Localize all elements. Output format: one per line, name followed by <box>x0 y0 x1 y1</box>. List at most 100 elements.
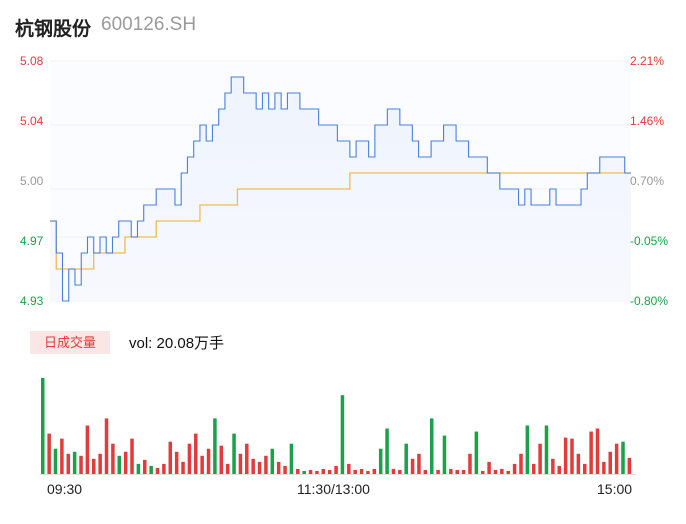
volume-bar <box>327 469 332 474</box>
volume-bar <box>608 451 612 474</box>
volume-bar <box>353 469 357 474</box>
volume-bar <box>417 453 421 474</box>
volume-bar <box>398 469 402 474</box>
price-line <box>50 76 631 302</box>
volume-bar <box>551 458 555 474</box>
volume-bar <box>334 465 338 474</box>
volume-bar <box>143 459 147 474</box>
price-tick-4: 4.97 <box>20 234 44 248</box>
x-tick-open: 09:30 <box>47 481 83 497</box>
volume-bar <box>531 463 536 474</box>
volume-bar <box>576 453 581 474</box>
volume-bar <box>270 448 275 474</box>
stock-name: 杭钢股份 <box>15 19 92 40</box>
volume-bar <box>53 448 58 474</box>
volume-bar <box>232 433 236 474</box>
volume-bar <box>123 451 128 474</box>
volume-bar <box>60 438 64 474</box>
volume-bar <box>149 465 153 474</box>
volume-bar <box>410 458 415 474</box>
volume-bar <box>602 461 606 474</box>
pct-tick-4: -0.05% <box>630 234 669 248</box>
volume-bar <box>264 455 268 474</box>
volume-bar <box>136 463 141 474</box>
volume-bar <box>168 441 173 474</box>
volume-bar <box>436 469 440 474</box>
volume-bar <box>589 431 593 474</box>
volume-bar <box>614 443 619 474</box>
volume-bar <box>429 418 434 474</box>
volume-bar <box>582 463 587 474</box>
volume-bar <box>187 443 192 474</box>
volume-bar <box>570 438 574 474</box>
volume-bar <box>455 469 459 474</box>
volume-bar <box>347 463 351 474</box>
volume-bar <box>72 451 77 474</box>
volume-bar <box>461 469 466 474</box>
volume-bar <box>85 425 90 474</box>
volume-bar <box>557 465 561 474</box>
volume-bar <box>206 448 211 474</box>
volume-bar <box>340 395 345 474</box>
volume-bar <box>47 433 51 474</box>
volume-bar <box>79 455 83 474</box>
volume-bar <box>404 443 408 474</box>
x-tick-mid: 11:30/13:00 <box>297 481 370 497</box>
price-tick-5: 4.93 <box>20 294 44 308</box>
pct-tick-1: 2.21% <box>630 54 665 68</box>
volume-bar <box>296 468 300 474</box>
volume-bar <box>391 468 396 474</box>
volume-bar <box>468 453 472 474</box>
volume-summary: vol: 20.08万手 <box>129 335 225 352</box>
volume-bar <box>315 470 319 474</box>
volume-tab[interactable]: 日成交量 <box>30 331 110 354</box>
volume-bar <box>302 470 306 474</box>
volume-bar <box>595 428 600 474</box>
volume-bar <box>378 448 383 474</box>
volume-bar <box>480 470 485 474</box>
volume-bar <box>245 443 249 474</box>
volume-bar <box>225 463 230 474</box>
volume-bar <box>251 458 255 474</box>
volume-bar <box>621 441 625 474</box>
volume-bar <box>200 455 204 474</box>
volume-bar <box>500 468 504 474</box>
volume-bar <box>41 378 45 474</box>
volume-bar <box>474 431 479 474</box>
x-tick-close: 15:00 <box>597 481 633 497</box>
volume-bar <box>538 443 542 474</box>
volume-bar <box>321 468 326 474</box>
price-tick-3: 5.00 <box>20 174 44 188</box>
volume-bar <box>627 457 632 474</box>
volume-bar <box>181 461 185 474</box>
volume-bar <box>117 455 122 474</box>
volume-bar <box>111 443 115 474</box>
volume-bars <box>41 378 632 474</box>
volume-bar <box>359 468 364 474</box>
volume-bar <box>487 461 491 474</box>
volume-bar <box>423 469 428 474</box>
volume-bar <box>442 435 447 474</box>
pct-tick-5: -0.80% <box>630 294 669 308</box>
volume-bar <box>449 468 453 474</box>
volume-bar <box>289 443 294 474</box>
volume-bar <box>366 470 370 474</box>
volume-bar <box>493 469 498 474</box>
volume-bar <box>563 437 568 474</box>
volume-bar <box>506 470 510 474</box>
price-tick-1: 5.08 <box>20 54 44 68</box>
volume-bar <box>308 469 313 474</box>
volume-bar <box>219 445 224 474</box>
price-tick-2: 5.04 <box>20 114 44 128</box>
volume-bar <box>372 468 377 474</box>
volume-bar <box>238 453 243 474</box>
volume-bar <box>92 458 96 474</box>
volume-bar <box>544 425 549 474</box>
stock-code: 600126.SH <box>101 14 197 35</box>
volume-bar <box>174 451 179 474</box>
volume-bar <box>213 418 217 474</box>
volume-bar <box>194 433 198 474</box>
volume-bar <box>512 463 517 474</box>
volume-bar <box>385 428 389 474</box>
